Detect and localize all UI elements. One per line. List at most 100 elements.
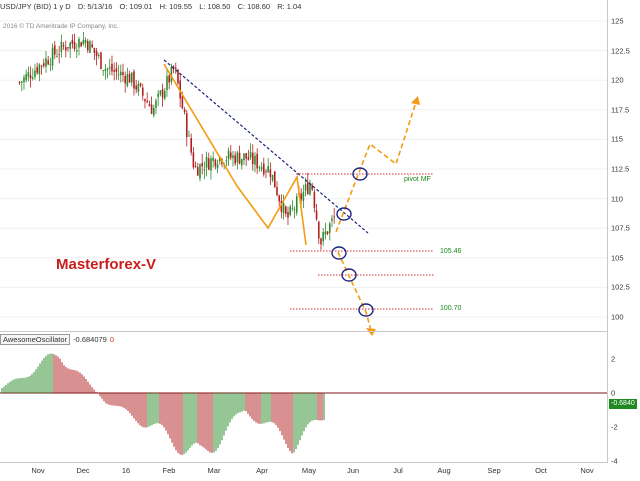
candle-body [159,90,162,95]
target-circle [331,246,347,260]
candle-body [89,41,91,53]
candle-body [326,231,329,234]
candle-body [320,238,322,245]
candle-body [267,166,269,173]
candle-body [111,63,113,72]
candle-body [146,100,148,103]
price-axis-line [607,0,608,462]
candle-body [155,100,157,108]
candle-body [196,167,199,176]
price-tick-label: 120 [611,75,624,85]
candle-body [23,77,25,83]
candle-body [287,212,289,218]
candle-body [313,191,316,208]
candle-body [84,40,87,44]
candle-body [333,216,335,218]
copyright-text: 2016 © TD Ameritrade IP Company, Inc. [3,23,119,30]
level-label-1: 105.46 [440,248,462,255]
candle-body [236,152,239,163]
time-tick-label: 16 [121,466,131,475]
range-readout: R: 1.04 [277,2,302,11]
price-tick-label: 115 [611,134,623,144]
candle-body [177,69,179,84]
target-circle [336,207,352,221]
target-circle [341,268,357,282]
candle-body [218,156,221,162]
time-tick-label: Mar [207,466,221,475]
candle-body [34,70,36,78]
candle-body [315,210,318,220]
candle-body [137,83,140,92]
candle-body [58,54,60,55]
candle-body [322,231,324,242]
symbol-label[interactable]: USD/JPY (BID) 1 y D [0,2,71,11]
candle-body [97,55,100,56]
time-tick-label: Jun [346,466,360,475]
oscillator-tick-label: 0 [611,388,616,398]
candle-body [73,41,76,49]
candle-body [27,72,30,77]
candle-body [284,206,287,214]
candle-body [302,192,305,201]
candle-body [124,75,126,84]
candle-body [278,195,280,202]
candle-body [249,152,252,158]
oscillator-name[interactable]: AwesomeOscillator [0,334,71,345]
candle-body [106,68,109,70]
target-circle [352,167,368,181]
wave-pattern [163,63,307,246]
candle-body [251,152,254,165]
time-axis[interactable] [0,462,608,481]
price-tick-label: 125 [611,16,624,26]
candle-body [166,76,168,91]
candle-body [51,47,54,66]
candle-body [234,155,236,164]
candle-body [82,39,85,45]
oscillator-zero-box: 0 [109,335,115,344]
candle-body [170,66,173,82]
candle-body [38,64,41,74]
candle-body [18,82,21,83]
candle-body [29,75,32,79]
target-circle [358,303,374,317]
price-tick-label: 117.5 [611,105,630,115]
candle-body [212,157,214,161]
pivot-label: pivot MF [404,176,431,183]
level-label-2: 100.70 [440,305,462,312]
candle-body [247,157,250,160]
candle-body [67,47,69,49]
candle-body [113,70,115,72]
candle-body [80,42,82,47]
candle-body [100,52,102,69]
projection-arrowhead [366,328,376,336]
time-tick-label: Dec [76,466,90,475]
oscillator-last-tag: -0.6840 [609,399,637,409]
pane-separator[interactable] [0,331,608,332]
candle-body [271,174,274,181]
candle-body [64,47,67,51]
brand-label: Masterforex-V [56,256,157,273]
candle-body [95,51,98,57]
candle-body [168,75,170,83]
candle-body [181,95,184,109]
candle-body [122,72,124,76]
candle-body [163,91,166,99]
time-tick-label: Nov [31,466,45,475]
candle-body [141,87,144,96]
candle-body [157,93,159,98]
candle-body [225,160,228,162]
candle-body [311,185,313,190]
candle-body [262,163,265,175]
candle-body [282,203,285,214]
candle-body [91,44,93,48]
candle-body [194,166,197,168]
candle-body [133,71,135,89]
candle-body [69,42,71,49]
candle-body [201,163,203,167]
candle-body [269,169,272,177]
candle-body [293,209,296,210]
candle-body [45,58,47,67]
time-tick-label: Apr [256,466,268,475]
candle-body [216,164,219,169]
